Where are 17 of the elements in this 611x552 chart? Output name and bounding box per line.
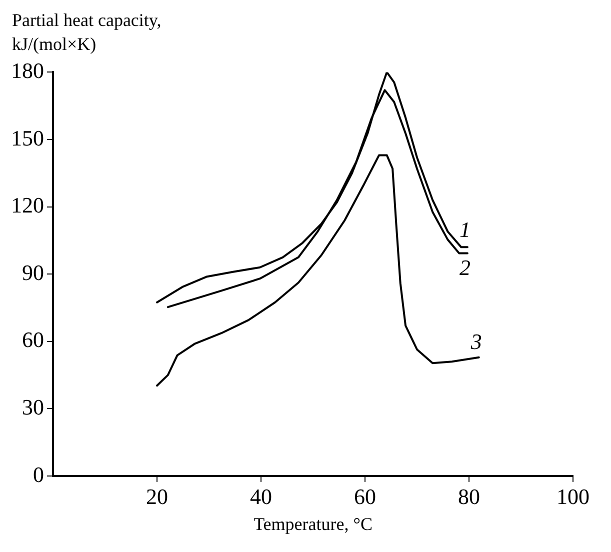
y-tick-label: 120 (11, 192, 44, 218)
y-tick-label: 30 (22, 394, 44, 420)
x-tick-label: 60 (354, 484, 376, 509)
y-tick-label: 60 (22, 327, 44, 352)
y-tick-label: 150 (11, 125, 44, 150)
x-axis-title: Temperature, °C (254, 514, 372, 534)
y-tick-label: 90 (22, 260, 44, 285)
series-label: 2 (459, 255, 470, 280)
y-tick-label: 0 (33, 462, 44, 487)
x-tick-label: 100 (556, 484, 590, 509)
x-tick-label: 80 (458, 484, 480, 509)
x-tick-label: 20 (146, 484, 168, 509)
y-axis-title: Partial heat capacity, kJ/(mol×K) (12, 9, 162, 56)
y-tick-label: 180 (11, 58, 44, 83)
x-tick-label: 40 (250, 484, 272, 509)
series-label: 3 (470, 329, 482, 354)
series-label: 1 (459, 216, 470, 242)
